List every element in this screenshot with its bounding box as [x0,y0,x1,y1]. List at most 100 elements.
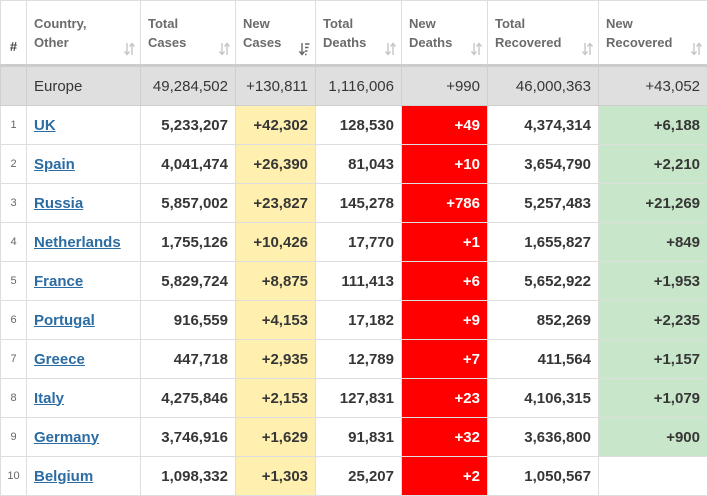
new-recovered-cell: +21,269 [599,184,707,223]
row-index: 9 [1,418,27,457]
country-link[interactable]: Greece [34,351,85,368]
total-row-new-recovered: +43,052 [599,66,707,106]
country-link[interactable]: Spain [34,156,75,173]
country-link[interactable]: France [34,273,83,290]
country-cell: Netherlands [27,223,141,262]
total-recovered-cell: 411,564 [488,340,599,379]
country-cell: Germany [27,418,141,457]
new-deaths-cell: +6 [402,262,488,301]
total-recovered-cell: 4,106,315 [488,379,599,418]
sort-icon[interactable] [691,42,702,56]
row-index: 7 [1,340,27,379]
header-country[interactable]: Country,Other [27,1,141,66]
sort-icon[interactable] [219,42,230,56]
new-cases-cell: +4,153 [236,301,316,340]
row-index: 3 [1,184,27,223]
sort-icon[interactable] [471,42,482,56]
total-cases-cell: 4,041,474 [141,145,236,184]
country-cell: Belgium [27,457,141,496]
new-deaths-cell: +2 [402,457,488,496]
row-index: 8 [1,379,27,418]
total-row-index [1,66,27,106]
country-cell: Spain [27,145,141,184]
sort-icon[interactable] [124,42,135,56]
country-cell: Greece [27,340,141,379]
total-row-new-deaths: +990 [402,66,488,106]
total-deaths-cell: 111,413 [316,262,402,301]
new-recovered-cell: +2,235 [599,301,707,340]
header-index-label: # [10,39,17,54]
country-link[interactable]: Italy [34,390,64,407]
new-recovered-cell: +1,953 [599,262,707,301]
new-cases-cell: +1,629 [236,418,316,457]
new-recovered-cell [599,457,707,496]
new-cases-cell: +26,390 [236,145,316,184]
total-recovered-cell: 852,269 [488,301,599,340]
total-recovered-cell: 3,636,800 [488,418,599,457]
new-recovered-cell: +849 [599,223,707,262]
new-deaths-cell: +9 [402,301,488,340]
country-link[interactable]: Portugal [34,312,95,329]
new-cases-cell: +8,875 [236,262,316,301]
table-body: Europe 49,284,502 +130,811 1,116,006 +99… [1,66,707,496]
new-recovered-cell: +6,188 [599,106,707,145]
new-cases-cell: +2,935 [236,340,316,379]
total-deaths-cell: 127,831 [316,379,402,418]
header-index: # [1,1,27,66]
total-deaths-cell: 25,207 [316,457,402,496]
new-recovered-cell: +2,210 [599,145,707,184]
new-recovered-cell: +1,157 [599,340,707,379]
new-cases-cell: +1,303 [236,457,316,496]
total-row-name: Europe [27,66,141,106]
total-cases-cell: 3,746,916 [141,418,236,457]
total-recovered-cell: 1,050,567 [488,457,599,496]
sort-icon[interactable] [582,42,593,56]
total-row-total-cases: 49,284,502 [141,66,236,106]
country-link[interactable]: Russia [34,195,83,212]
total-cases-cell: 447,718 [141,340,236,379]
total-cases-cell: 1,755,126 [141,223,236,262]
total-cases-cell: 5,233,207 [141,106,236,145]
total-cases-cell: 5,829,724 [141,262,236,301]
sort-descending-icon[interactable] [299,42,310,56]
total-recovered-cell: 5,652,922 [488,262,599,301]
country-link[interactable]: Belgium [34,468,93,485]
new-cases-cell: +23,827 [236,184,316,223]
country-link[interactable]: UK [34,117,56,134]
row-index: 1 [1,106,27,145]
total-row-total-recovered: 46,000,363 [488,66,599,106]
country-link[interactable]: Germany [34,429,99,446]
total-recovered-cell: 3,654,790 [488,145,599,184]
new-recovered-cell: +900 [599,418,707,457]
row-index: 6 [1,301,27,340]
country-cell: Italy [27,379,141,418]
total-cases-cell: 5,857,002 [141,184,236,223]
new-cases-cell: +10,426 [236,223,316,262]
total-row-total-deaths: 1,116,006 [316,66,402,106]
total-recovered-cell: 1,655,827 [488,223,599,262]
total-deaths-cell: 91,831 [316,418,402,457]
total-deaths-cell: 145,278 [316,184,402,223]
row-index: 4 [1,223,27,262]
sort-icon[interactable] [385,42,396,56]
total-cases-cell: 916,559 [141,301,236,340]
total-deaths-cell: 17,770 [316,223,402,262]
total-row: Europe 49,284,502 +130,811 1,116,006 +99… [1,66,707,106]
country-link[interactable]: Netherlands [34,234,121,251]
total-recovered-cell: 5,257,483 [488,184,599,223]
total-deaths-cell: 128,530 [316,106,402,145]
country-cell: France [27,262,141,301]
